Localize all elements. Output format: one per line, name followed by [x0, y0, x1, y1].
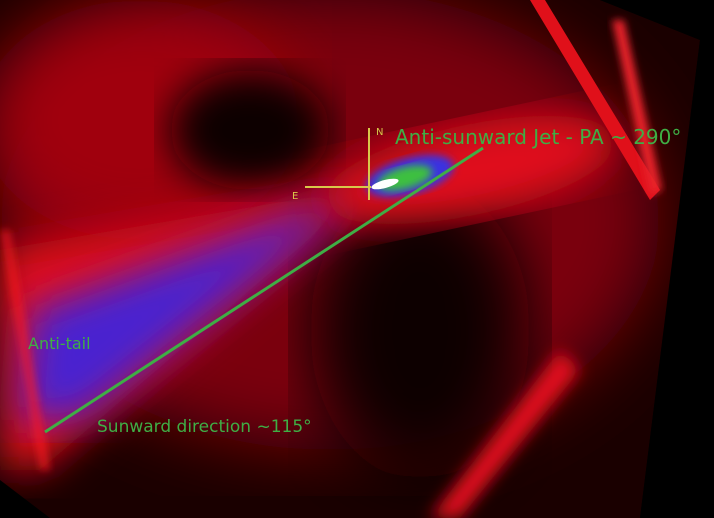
edge-streak	[530, 0, 660, 200]
east-label: E	[292, 191, 298, 202]
sunward-label: Sunward direction ~115°	[97, 417, 312, 437]
anti-tail-blue	[20, 190, 370, 420]
north-label: N	[376, 127, 383, 138]
anti-tail-label: Anti-tail	[28, 334, 91, 353]
jet-label: Anti-sunward Jet - PA ~ 290°	[395, 125, 681, 149]
dark-lane	[170, 70, 330, 190]
jet-red	[322, 116, 618, 224]
frame-mask	[600, 0, 714, 518]
edge-streak	[0, 230, 50, 470]
nucleus	[371, 178, 399, 190]
frame-mask	[0, 480, 50, 518]
sun-antisun-direction-line	[44, 146, 484, 434]
edge-streak	[430, 350, 580, 518]
edge-streak	[612, 20, 662, 195]
dark-lane	[310, 180, 530, 480]
